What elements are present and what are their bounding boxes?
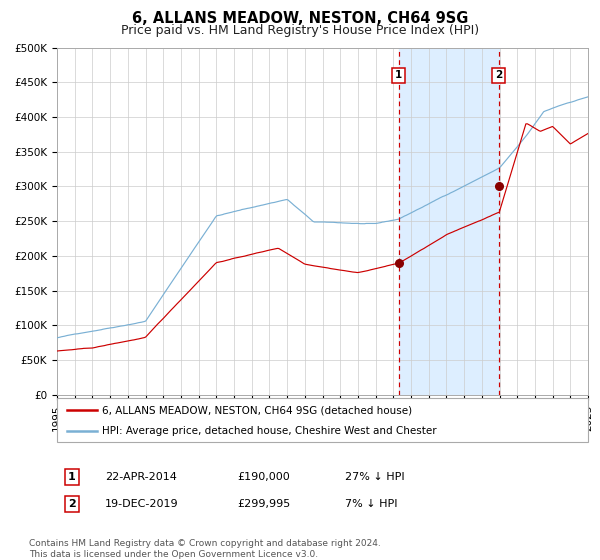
Bar <box>398 48 499 395</box>
Text: 2: 2 <box>68 499 76 509</box>
Text: HPI: Average price, detached house, Cheshire West and Chester: HPI: Average price, detached house, Ches… <box>102 426 437 436</box>
Text: £190,000: £190,000 <box>237 472 290 482</box>
Text: 22-APR-2014: 22-APR-2014 <box>105 472 177 482</box>
Text: 7% ↓ HPI: 7% ↓ HPI <box>345 499 398 509</box>
Text: 1: 1 <box>395 71 402 81</box>
Text: £299,995: £299,995 <box>237 499 290 509</box>
Text: Contains HM Land Registry data © Crown copyright and database right 2024.
This d: Contains HM Land Registry data © Crown c… <box>29 539 380 559</box>
Text: 2: 2 <box>495 71 502 81</box>
Text: 6, ALLANS MEADOW, NESTON, CH64 9SG: 6, ALLANS MEADOW, NESTON, CH64 9SG <box>132 11 468 26</box>
Text: 6, ALLANS MEADOW, NESTON, CH64 9SG (detached house): 6, ALLANS MEADOW, NESTON, CH64 9SG (deta… <box>102 405 412 415</box>
Text: 1: 1 <box>68 472 76 482</box>
Text: 27% ↓ HPI: 27% ↓ HPI <box>345 472 404 482</box>
Text: 19-DEC-2019: 19-DEC-2019 <box>105 499 179 509</box>
Text: Price paid vs. HM Land Registry's House Price Index (HPI): Price paid vs. HM Land Registry's House … <box>121 24 479 37</box>
